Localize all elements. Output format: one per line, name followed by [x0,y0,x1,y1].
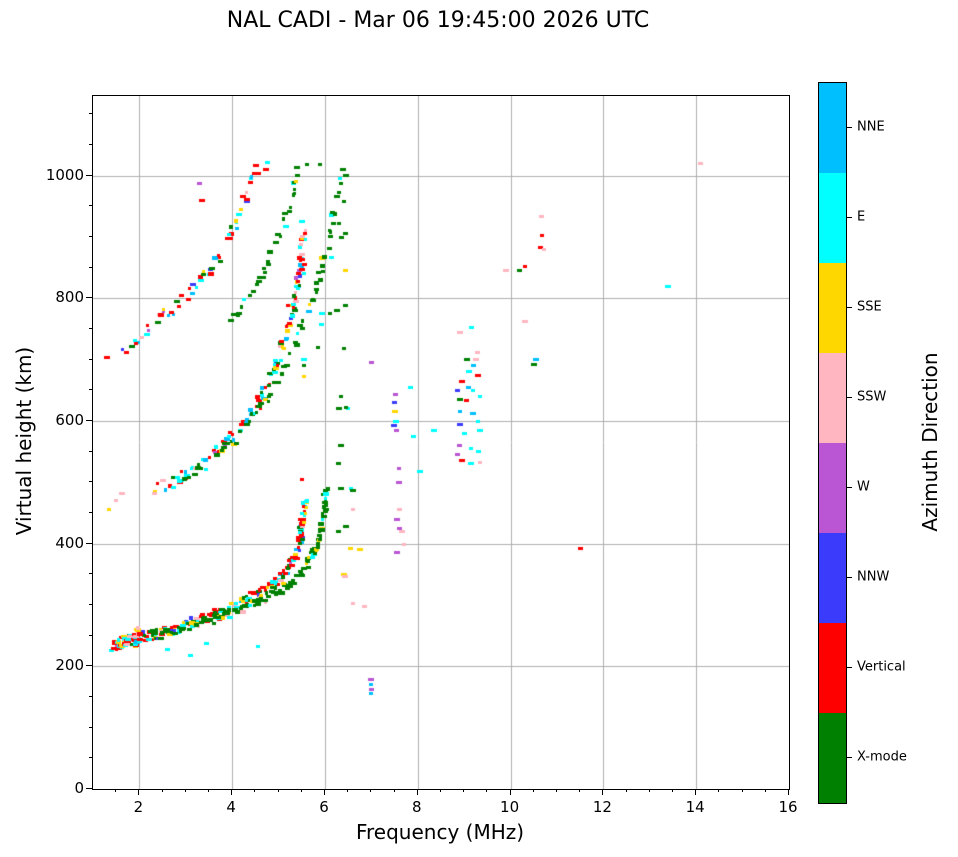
colorbar-category-label: X-mode [857,749,907,765]
colorbar-category-label: E [857,209,866,225]
colorbar-category-label: W [857,479,870,495]
colorbar-segment-SSE [819,263,846,353]
colorbar [818,82,847,804]
colorbar-segment-NNE [819,83,846,173]
y-minor-tick [89,634,92,636]
x-tick-label: 12 [592,798,612,816]
y-minor-tick [89,573,92,575]
y-minor-tick [89,113,92,115]
x-minor-tick [440,789,441,792]
x-tick-label: 2 [133,798,144,816]
colorbar-tick [847,127,852,128]
x-tick [695,789,697,795]
y-tick-label: 600 [55,411,84,430]
y-minor-tick [89,389,92,391]
x-minor-tick [672,789,673,792]
colorbar-segment-W [819,443,846,533]
y-tick [86,174,92,176]
chart-title: NAL CADI - Mar 06 19:45:00 2026 UTC [226,8,650,33]
x-minor-tick [718,789,720,792]
x-minor-tick [254,789,256,792]
x-minor-tick [184,789,186,792]
x-minor-tick [115,789,117,792]
colorbar-category-label: Vertical [857,659,906,675]
x-minor-tick [370,789,372,792]
x-minor-tick [277,789,279,792]
colorbar-segment-NNW [819,533,846,623]
x-tick [788,789,789,795]
y-minor-tick [89,144,92,146]
y-minor-tick [89,205,92,207]
x-minor-tick [486,789,488,792]
y-minor-tick [89,604,92,606]
y-minor-tick [89,726,92,728]
y-minor-tick [89,481,92,483]
y-minor-tick [89,236,92,238]
y-tick-label: 0 [74,779,84,797]
y-tick-label: 1000 [45,165,84,184]
y-tick-label: 200 [55,656,84,675]
x-tick [231,789,233,795]
x-tick-label: 14 [685,798,705,816]
y-tick-label: 400 [55,533,84,552]
x-minor-tick [300,789,302,792]
x-minor-tick [161,789,163,792]
x-minor-tick [532,789,534,792]
x-tick [509,789,511,795]
y-minor-tick [89,358,92,360]
scatter-canvas [93,96,789,789]
x-tick [602,789,604,795]
colorbar-tick [847,307,852,308]
colorbar-tick [847,487,852,488]
x-tick-label: 4 [226,798,236,816]
x-tick-label: 6 [319,798,329,816]
y-axis-label: Virtual height (km) [12,346,36,536]
x-minor-tick [393,789,395,792]
colorbar-category-label: SSW [857,389,887,405]
x-axis-label: Frequency (MHz) [355,820,525,844]
y-minor-tick [89,512,92,514]
x-minor-tick [764,789,766,792]
y-tick [86,665,92,667]
y-minor-tick [89,696,92,697]
colorbar-segment-X-mode [819,713,846,803]
colorbar-category-label: NNW [857,569,890,585]
colorbar-segment-E [819,173,846,263]
colorbar-category-label: SSE [857,299,882,315]
x-tick-label: 16 [778,798,798,816]
x-tick [416,789,418,795]
colorbar-tick [847,577,852,578]
x-minor-tick [741,789,743,792]
y-tick [86,542,92,544]
x-minor-tick [648,789,650,792]
x-minor-tick [556,789,557,792]
colorbar-category-label: NNE [857,119,885,135]
y-minor-tick [89,757,92,759]
x-tick-label: 8 [412,798,422,816]
y-tick [86,420,92,422]
x-tick-label: 10 [500,798,520,816]
colorbar-segment-Vertical [819,623,846,713]
x-minor-tick [347,789,349,792]
x-tick [138,789,140,795]
x-tick [324,789,325,795]
y-minor-tick [89,266,92,268]
y-minor-tick [89,328,92,330]
y-tick [86,297,92,299]
x-minor-tick [463,789,465,792]
colorbar-tick [847,397,852,398]
plot-area [92,95,790,790]
x-minor-tick [625,789,627,792]
y-tick [86,788,92,789]
colorbar-axis-label: Azimuth Direction [918,352,942,532]
colorbar-tick [847,217,852,218]
colorbar-tick [847,667,852,668]
y-minor-tick [89,450,92,452]
colorbar-segment-SSW [819,353,846,443]
y-tick-label: 800 [55,288,84,307]
x-minor-tick [579,789,581,792]
colorbar-tick [847,757,852,758]
x-minor-tick [208,789,209,792]
